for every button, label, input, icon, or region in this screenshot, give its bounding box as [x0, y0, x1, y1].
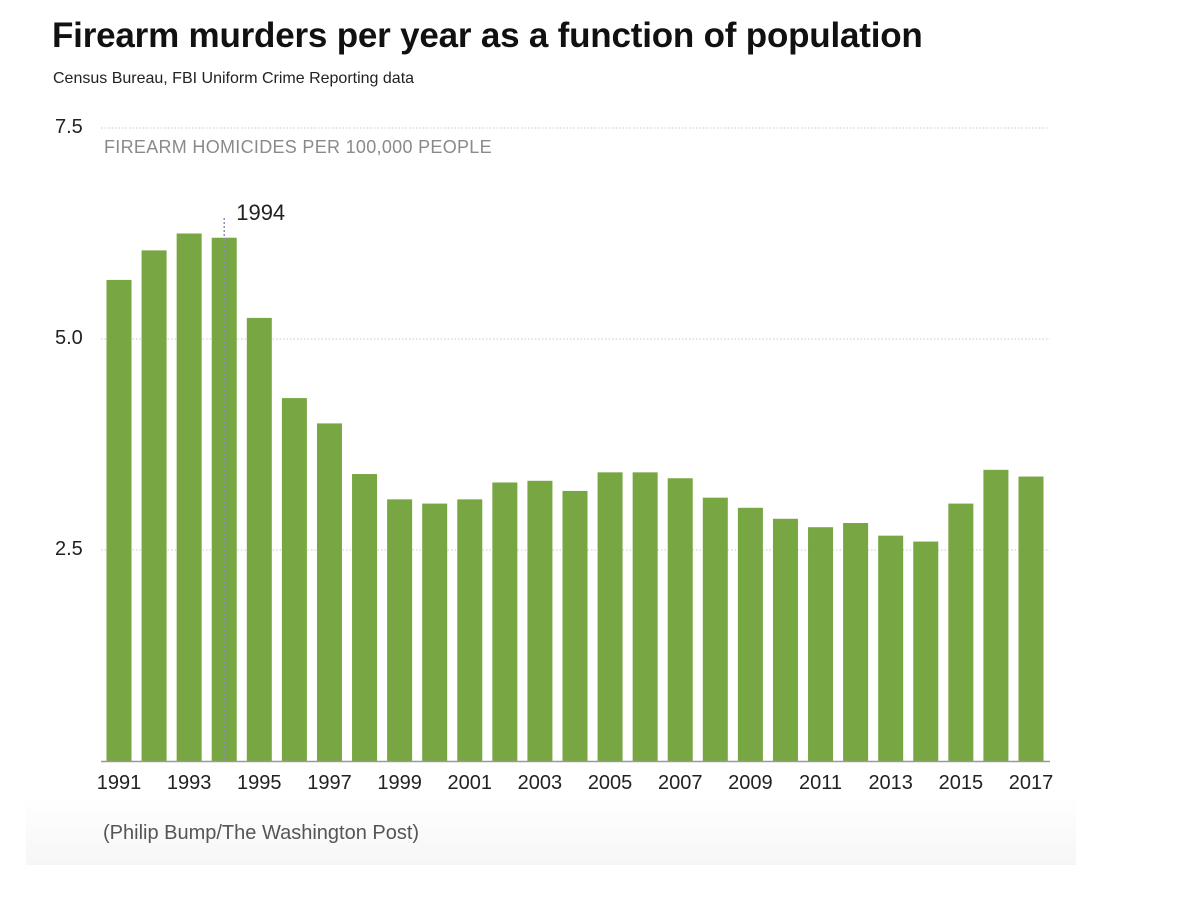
- x-tick-label: 2011: [799, 772, 842, 794]
- x-tick-label: 1991: [97, 772, 142, 794]
- bar-1995: [246, 317, 272, 761]
- x-tick-label: 2013: [868, 772, 913, 794]
- y-tick-label: 5.0: [55, 327, 83, 349]
- bar-2008: [702, 497, 728, 761]
- bar-2002: [492, 482, 518, 761]
- x-tick-label: 1995: [237, 772, 282, 794]
- bar-2001: [457, 499, 483, 761]
- x-tick-label: 2001: [448, 772, 493, 794]
- bar-1998: [352, 474, 378, 761]
- x-tick-label: 2009: [728, 772, 773, 794]
- bar-2014: [913, 541, 939, 761]
- annotation-label: 1994: [236, 200, 285, 225]
- bar-2007: [667, 478, 693, 761]
- y-tick-label: 7.5: [55, 116, 83, 138]
- x-tick-label: 2003: [518, 772, 563, 794]
- bar-1991: [106, 279, 132, 761]
- bar-2000: [422, 503, 448, 761]
- x-tick-label: 1993: [167, 772, 212, 794]
- chart-subtitle: Census Bureau, FBI Uniform Crime Reporti…: [53, 70, 415, 87]
- bar-1992: [141, 250, 167, 761]
- bar-1993: [176, 233, 202, 761]
- bar-1996: [281, 398, 307, 761]
- bar-2003: [527, 480, 553, 761]
- bar-2010: [772, 518, 798, 761]
- bar-1997: [316, 423, 342, 761]
- bar-2005: [597, 472, 623, 761]
- bar-2009: [737, 507, 763, 761]
- x-tick-label: 2015: [939, 772, 984, 794]
- credit-band: [26, 795, 1076, 865]
- bar-2016: [983, 469, 1009, 761]
- x-tick-label: 2005: [588, 772, 633, 794]
- chart-title: Firearm murders per year as a function o…: [52, 16, 923, 55]
- x-tick-label: 2017: [1009, 772, 1054, 794]
- bar-2012: [843, 522, 869, 761]
- bar-2015: [948, 503, 974, 761]
- bar-2011: [808, 527, 834, 761]
- x-tick-label: 1997: [307, 772, 352, 794]
- bar-1999: [387, 499, 413, 761]
- bar-2013: [878, 535, 904, 761]
- bar-2004: [562, 490, 588, 761]
- x-tick-label: 2007: [658, 772, 703, 794]
- x-tick-label: 1999: [377, 772, 422, 794]
- bar-2017: [1018, 476, 1044, 761]
- photo-credit: (Philip Bump/The Washington Post): [103, 822, 420, 844]
- y-tick-label: 2.5: [55, 538, 83, 560]
- bar-2006: [632, 472, 658, 761]
- y-axis-label: FIREARM HOMICIDES PER 100,000 PEOPLE: [104, 137, 492, 157]
